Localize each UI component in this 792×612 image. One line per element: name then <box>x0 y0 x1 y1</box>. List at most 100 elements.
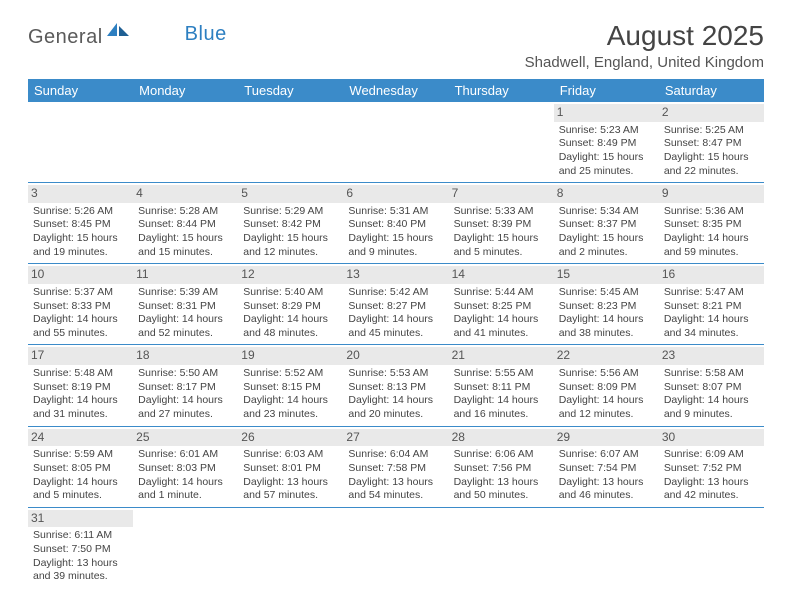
day-number: 5 <box>238 185 343 203</box>
daylight-text: Daylight: 13 hours and 54 minutes. <box>348 476 443 503</box>
day-number: 28 <box>449 429 554 447</box>
day-number: 20 <box>343 347 448 365</box>
cell-body: Sunrise: 6:09 AMSunset: 7:52 PMDaylight:… <box>663 448 760 503</box>
sunset-text: Sunset: 8:27 PM <box>348 300 443 314</box>
sunset-text: Sunset: 8:01 PM <box>243 462 338 476</box>
day-number: 25 <box>133 429 238 447</box>
calendar-cell <box>659 507 764 588</box>
daylight-text: Daylight: 14 hours and 59 minutes. <box>664 232 759 259</box>
daylight-text: Daylight: 14 hours and 9 minutes. <box>664 394 759 421</box>
sunrise-text: Sunrise: 5:28 AM <box>138 205 233 219</box>
sunrise-text: Sunrise: 5:44 AM <box>454 286 549 300</box>
sunrise-text: Sunrise: 6:06 AM <box>454 448 549 462</box>
cell-body: Sunrise: 6:04 AMSunset: 7:58 PMDaylight:… <box>347 448 444 503</box>
cell-body: Sunrise: 5:33 AMSunset: 8:39 PMDaylight:… <box>453 205 550 260</box>
calendar-cell <box>238 102 343 183</box>
calendar-row: 31Sunrise: 6:11 AMSunset: 7:50 PMDayligh… <box>28 507 764 588</box>
calendar-cell <box>343 507 448 588</box>
calendar-row: 10Sunrise: 5:37 AMSunset: 8:33 PMDayligh… <box>28 264 764 345</box>
cell-body: Sunrise: 5:53 AMSunset: 8:13 PMDaylight:… <box>347 367 444 422</box>
calendar-cell: 12Sunrise: 5:40 AMSunset: 8:29 PMDayligh… <box>238 264 343 345</box>
day-header: Sunday <box>28 79 133 102</box>
sunrise-text: Sunrise: 5:23 AM <box>559 124 654 138</box>
title-block: August 2025 Shadwell, England, United Ki… <box>525 20 764 71</box>
daylight-text: Daylight: 14 hours and 38 minutes. <box>559 313 654 340</box>
calendar-row: 1Sunrise: 5:23 AMSunset: 8:49 PMDaylight… <box>28 102 764 183</box>
cell-body: Sunrise: 6:01 AMSunset: 8:03 PMDaylight:… <box>137 448 234 503</box>
cell-body: Sunrise: 5:29 AMSunset: 8:42 PMDaylight:… <box>242 205 339 260</box>
sunrise-text: Sunrise: 5:53 AM <box>348 367 443 381</box>
day-number: 27 <box>343 429 448 447</box>
day-number: 18 <box>133 347 238 365</box>
cell-body: Sunrise: 5:23 AMSunset: 8:49 PMDaylight:… <box>558 124 655 179</box>
logo-text-blue: Blue <box>185 23 227 46</box>
calendar-cell <box>133 507 238 588</box>
sunset-text: Sunset: 8:17 PM <box>138 381 233 395</box>
calendar-cell: 7Sunrise: 5:33 AMSunset: 8:39 PMDaylight… <box>449 183 554 264</box>
calendar-cell: 23Sunrise: 5:58 AMSunset: 8:07 PMDayligh… <box>659 345 764 426</box>
daylight-text: Daylight: 15 hours and 19 minutes. <box>33 232 128 259</box>
daylight-text: Daylight: 15 hours and 15 minutes. <box>138 232 233 259</box>
logo-sail-icon <box>107 21 129 42</box>
daylight-text: Daylight: 15 hours and 9 minutes. <box>348 232 443 259</box>
day-number: 6 <box>343 185 448 203</box>
sunrise-text: Sunrise: 5:52 AM <box>243 367 338 381</box>
sunset-text: Sunset: 7:50 PM <box>33 543 128 557</box>
calendar-row: 24Sunrise: 5:59 AMSunset: 8:05 PMDayligh… <box>28 426 764 507</box>
sunrise-text: Sunrise: 5:42 AM <box>348 286 443 300</box>
calendar-cell: 31Sunrise: 6:11 AMSunset: 7:50 PMDayligh… <box>28 507 133 588</box>
header: General Blue August 2025 Shadwell, Engla… <box>28 20 764 71</box>
sunset-text: Sunset: 8:35 PM <box>664 218 759 232</box>
sunset-text: Sunset: 8:47 PM <box>664 137 759 151</box>
calendar-cell: 16Sunrise: 5:47 AMSunset: 8:21 PMDayligh… <box>659 264 764 345</box>
calendar-cell <box>554 507 659 588</box>
daylight-text: Daylight: 14 hours and 48 minutes. <box>243 313 338 340</box>
calendar-cell <box>238 507 343 588</box>
day-number: 22 <box>554 347 659 365</box>
sunset-text: Sunset: 8:49 PM <box>559 137 654 151</box>
sunset-text: Sunset: 8:09 PM <box>559 381 654 395</box>
logo-text-general: General <box>28 26 103 49</box>
sunset-text: Sunset: 8:05 PM <box>33 462 128 476</box>
calendar-cell: 27Sunrise: 6:04 AMSunset: 7:58 PMDayligh… <box>343 426 448 507</box>
daylight-text: Daylight: 14 hours and 27 minutes. <box>138 394 233 421</box>
sunrise-text: Sunrise: 5:29 AM <box>243 205 338 219</box>
sunset-text: Sunset: 8:21 PM <box>664 300 759 314</box>
sunrise-text: Sunrise: 5:36 AM <box>664 205 759 219</box>
sunset-text: Sunset: 8:07 PM <box>664 381 759 395</box>
sunrise-text: Sunrise: 5:33 AM <box>454 205 549 219</box>
day-number: 21 <box>449 347 554 365</box>
sunset-text: Sunset: 8:29 PM <box>243 300 338 314</box>
calendar-cell: 13Sunrise: 5:42 AMSunset: 8:27 PMDayligh… <box>343 264 448 345</box>
day-number: 24 <box>28 429 133 447</box>
day-header-row: SundayMondayTuesdayWednesdayThursdayFrid… <box>28 79 764 102</box>
cell-body: Sunrise: 5:26 AMSunset: 8:45 PMDaylight:… <box>32 205 129 260</box>
sunrise-text: Sunrise: 5:26 AM <box>33 205 128 219</box>
daylight-text: Daylight: 15 hours and 12 minutes. <box>243 232 338 259</box>
day-header: Tuesday <box>238 79 343 102</box>
calendar-row: 17Sunrise: 5:48 AMSunset: 8:19 PMDayligh… <box>28 345 764 426</box>
calendar-cell: 4Sunrise: 5:28 AMSunset: 8:44 PMDaylight… <box>133 183 238 264</box>
sunrise-text: Sunrise: 5:34 AM <box>559 205 654 219</box>
month-title: August 2025 <box>525 20 764 52</box>
day-header: Thursday <box>449 79 554 102</box>
cell-body: Sunrise: 6:11 AMSunset: 7:50 PMDaylight:… <box>32 529 129 584</box>
sunset-text: Sunset: 8:03 PM <box>138 462 233 476</box>
cell-body: Sunrise: 5:52 AMSunset: 8:15 PMDaylight:… <box>242 367 339 422</box>
calendar-cell: 10Sunrise: 5:37 AMSunset: 8:33 PMDayligh… <box>28 264 133 345</box>
daylight-text: Daylight: 14 hours and 55 minutes. <box>33 313 128 340</box>
sunrise-text: Sunrise: 5:37 AM <box>33 286 128 300</box>
calendar-cell: 1Sunrise: 5:23 AMSunset: 8:49 PMDaylight… <box>554 102 659 183</box>
calendar-cell: 24Sunrise: 5:59 AMSunset: 8:05 PMDayligh… <box>28 426 133 507</box>
cell-body: Sunrise: 5:37 AMSunset: 8:33 PMDaylight:… <box>32 286 129 341</box>
day-number: 19 <box>238 347 343 365</box>
daylight-text: Daylight: 14 hours and 31 minutes. <box>33 394 128 421</box>
sunrise-text: Sunrise: 6:01 AM <box>138 448 233 462</box>
calendar-cell <box>28 102 133 183</box>
daylight-text: Daylight: 13 hours and 46 minutes. <box>559 476 654 503</box>
sunrise-text: Sunrise: 6:11 AM <box>33 529 128 543</box>
calendar-cell: 6Sunrise: 5:31 AMSunset: 8:40 PMDaylight… <box>343 183 448 264</box>
sunrise-text: Sunrise: 5:45 AM <box>559 286 654 300</box>
cell-body: Sunrise: 5:40 AMSunset: 8:29 PMDaylight:… <box>242 286 339 341</box>
sunset-text: Sunset: 8:45 PM <box>33 218 128 232</box>
